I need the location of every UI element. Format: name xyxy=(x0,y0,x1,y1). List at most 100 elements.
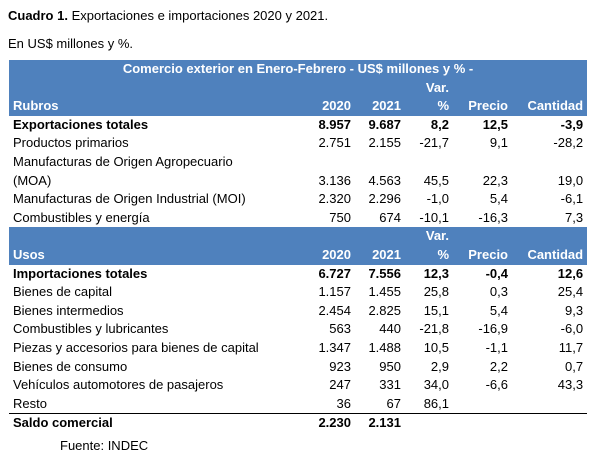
header-row-exports-top: Var. xyxy=(9,78,588,98)
cell-var: 15,1 xyxy=(423,302,449,318)
caption-text: Exportaciones e importaciones 2020 y 202… xyxy=(67,8,329,23)
cell-precio: 9,1 xyxy=(489,135,508,151)
header-row-imports: Usos 2020 2021 % Precio Cantidad xyxy=(9,245,588,265)
table-row: Resto 36 67 86,1 xyxy=(9,395,587,414)
table-row: Manufacturas de Origen Industrial (MOI) … xyxy=(9,190,587,209)
cell-2021: 2.155 xyxy=(368,135,401,151)
table-caption: Cuadro 1. Exportaciones e importaciones … xyxy=(8,8,328,23)
cell-2020: 8.957 xyxy=(318,116,351,132)
row-label: Combustibles y lubricantes xyxy=(13,321,169,337)
cell-2021: 2.825 xyxy=(368,302,401,318)
cell-cantidad xyxy=(512,395,587,414)
cell-cantidad: 25,4 xyxy=(557,284,584,300)
row-label: Bienes de capital xyxy=(13,284,113,300)
source-note: Fuente: INDEC xyxy=(60,438,149,453)
cell-2021: 2.131 xyxy=(355,413,405,433)
cell-precio: -16,3 xyxy=(478,209,508,225)
cell-2020: 2.751 xyxy=(318,135,351,151)
cell-2021: 331 xyxy=(379,377,401,393)
row-label: Manufacturas de Origen Agropecuario xyxy=(13,153,233,169)
cell-2021: 2.296 xyxy=(368,191,401,207)
cell-2020: 247 xyxy=(329,377,351,393)
header-var-top: Var. xyxy=(405,78,453,98)
cell-cantidad: 12,6 xyxy=(557,265,584,281)
row-label: (MOA) xyxy=(13,172,52,188)
cell-cantidad: -3,9 xyxy=(560,116,584,132)
cell-precio: 0,3 xyxy=(489,284,508,300)
cell-2021: 7.556 xyxy=(368,265,401,281)
table-row: Bienes de consumo 923 950 2,9 2,2 0,7 xyxy=(9,358,587,377)
table-row: Combustibles y energía 750 674 -10,1 -16… xyxy=(9,209,587,228)
row-label: Exportaciones totales xyxy=(13,116,149,132)
header-2021: 2021 xyxy=(355,245,405,265)
banner-title: Comercio exterior en Enero-Febrero - US$… xyxy=(9,60,588,79)
cell-2021: 9.687 xyxy=(368,116,401,132)
header-precio: Precio xyxy=(453,97,512,116)
cell-2020: 1.347 xyxy=(318,339,351,355)
cell-var: -1,0 xyxy=(426,191,449,207)
cell-2020: 2.230 xyxy=(299,413,355,433)
header-var-pct: % xyxy=(405,97,453,116)
row-label: Resto xyxy=(13,395,47,411)
cell-precio: -1,1 xyxy=(485,339,508,355)
cell-cantidad: 19,0 xyxy=(557,172,584,188)
caption-label: Cuadro 1. xyxy=(8,8,68,23)
cell-cantidad: -28,2 xyxy=(553,135,584,151)
table-row: (MOA) 3.136 4.563 45,5 22,3 19,0 xyxy=(9,172,587,191)
cell-2021: 674 xyxy=(379,209,401,225)
header-cantidad: Cantidad xyxy=(512,245,588,265)
balance-row: Saldo comercial 2.230 2.131 xyxy=(9,413,588,433)
row-label: Productos primarios xyxy=(13,135,129,151)
cell-precio: 2,2 xyxy=(489,358,508,374)
row-label: Saldo comercial xyxy=(9,413,299,433)
cell-cantidad: 7,3 xyxy=(564,209,584,225)
header-2020: 2020 xyxy=(299,97,355,116)
cell-cantidad: 43,3 xyxy=(557,377,584,393)
cell-2021: 950 xyxy=(379,358,401,374)
cell-2021: 1.455 xyxy=(368,284,401,300)
cell-var: 86,1 xyxy=(423,395,449,411)
cell-var: 34,0 xyxy=(423,377,449,393)
banner-row: Comercio exterior en Enero-Febrero - US$… xyxy=(9,60,588,79)
row-label: Vehículos automotores de pasajeros xyxy=(13,377,224,393)
cell-precio: 22,3 xyxy=(482,172,508,188)
cell-2020: 1.157 xyxy=(318,284,351,300)
cell-precio: -6,6 xyxy=(485,377,508,393)
header-rubros: Rubros xyxy=(9,97,299,116)
table-row: Bienes de capital 1.157 1.455 25,8 0,3 2… xyxy=(9,283,587,302)
table-row: Exportaciones totales 8.957 9.687 8,2 12… xyxy=(9,116,587,135)
row-label: Manufacturas de Origen Industrial (MOI) xyxy=(13,191,246,207)
cell-2020: 2.454 xyxy=(318,302,351,318)
cell-var: -21,7 xyxy=(419,135,449,151)
table-row: Productos primarios 2.751 2.155 -21,7 9,… xyxy=(9,134,587,153)
cell-2021: 4.563 xyxy=(368,172,401,188)
row-label: Piezas y accesorios para bienes de capit… xyxy=(13,339,259,355)
header-cantidad: Cantidad xyxy=(512,97,588,116)
cell-precio: 5,4 xyxy=(489,302,508,318)
table-row: Combustibles y lubricantes 563 440 -21,8… xyxy=(9,320,587,339)
cell-precio xyxy=(453,395,512,414)
row-label: Combustibles y energía xyxy=(13,209,150,225)
header-row-imports-top: Var. xyxy=(9,227,588,246)
cell-var: -10,1 xyxy=(419,209,449,225)
cell-precio: 12,5 xyxy=(482,116,508,132)
header-var-pct: % xyxy=(405,245,453,265)
table-row: Vehículos automotores de pasajeros 247 3… xyxy=(9,376,587,395)
cell-cantidad: -6,1 xyxy=(560,191,584,207)
header-precio: Precio xyxy=(453,245,512,265)
cell-2020: 923 xyxy=(329,358,351,374)
cell-cantidad: -6,0 xyxy=(560,321,584,337)
cell-var: 8,2 xyxy=(430,116,449,132)
cell-precio: -0,4 xyxy=(485,265,508,281)
header-var-top: Var. xyxy=(405,227,453,246)
cell-2020: 36 xyxy=(336,395,351,411)
header-row-exports: Rubros 2020 2021 % Precio Cantidad xyxy=(9,97,588,116)
cell-var: 2,9 xyxy=(430,358,449,374)
row-label: Bienes de consumo xyxy=(13,358,128,374)
row-label: Importaciones totales xyxy=(13,265,148,281)
cell-var: 10,5 xyxy=(423,339,449,355)
cell-cantidad: 9,3 xyxy=(564,302,584,318)
cell-cantidad: 11,7 xyxy=(558,339,584,355)
units-note: En US$ millones y %. xyxy=(8,36,133,51)
row-label: Bienes intermedios xyxy=(13,302,124,318)
